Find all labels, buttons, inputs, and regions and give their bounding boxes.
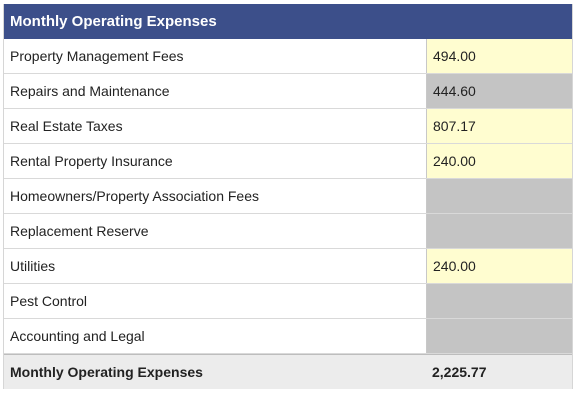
expense-label: Rental Property Insurance <box>4 144 426 178</box>
expense-label: Replacement Reserve <box>4 214 426 248</box>
expense-row-hoa-fees: Homeowners/Property Association Fees <box>4 179 572 214</box>
expense-value-repairs: 444.60 <box>426 74 572 108</box>
expense-label: Accounting and Legal <box>4 319 426 353</box>
expense-label: Utilities <box>4 249 426 283</box>
expense-input-insurance[interactable]: 240.00 <box>426 144 572 178</box>
operating-expenses-panel: Monthly Operating Expenses Property Mana… <box>3 4 573 389</box>
expense-value-accounting-legal <box>426 319 572 353</box>
expense-label: Pest Control <box>4 284 426 318</box>
expense-row-property-management: Property Management Fees 494.00 <box>4 39 572 74</box>
expense-row-repairs: Repairs and Maintenance 444.60 <box>4 74 572 109</box>
panel-title: Monthly Operating Expenses <box>10 13 217 30</box>
total-value: 2,225.77 <box>432 364 487 380</box>
expense-label: Property Management Fees <box>4 39 426 73</box>
panel-header: Monthly Operating Expenses <box>4 4 572 39</box>
expense-value-replacement-reserve <box>426 214 572 248</box>
total-label: Monthly Operating Expenses <box>10 364 203 380</box>
expense-value-pest-control <box>426 284 572 318</box>
expense-value-hoa-fees <box>426 179 572 213</box>
total-row: Monthly Operating Expenses 2,225.77 <box>4 354 572 389</box>
expense-input-taxes[interactable]: 807.17 <box>426 109 572 143</box>
expense-input-utilities[interactable]: 240.00 <box>426 249 572 283</box>
expense-label: Real Estate Taxes <box>4 109 426 143</box>
expense-row-insurance: Rental Property Insurance 240.00 <box>4 144 572 179</box>
expense-row-utilities: Utilities 240.00 <box>4 249 572 284</box>
expense-label: Homeowners/Property Association Fees <box>4 179 426 213</box>
expense-label: Repairs and Maintenance <box>4 74 426 108</box>
expense-row-taxes: Real Estate Taxes 807.17 <box>4 109 572 144</box>
expense-row-replacement-reserve: Replacement Reserve <box>4 214 572 249</box>
expense-row-accounting-legal: Accounting and Legal <box>4 319 572 354</box>
expense-input-property-management[interactable]: 494.00 <box>426 39 572 73</box>
expense-row-pest-control: Pest Control <box>4 284 572 319</box>
